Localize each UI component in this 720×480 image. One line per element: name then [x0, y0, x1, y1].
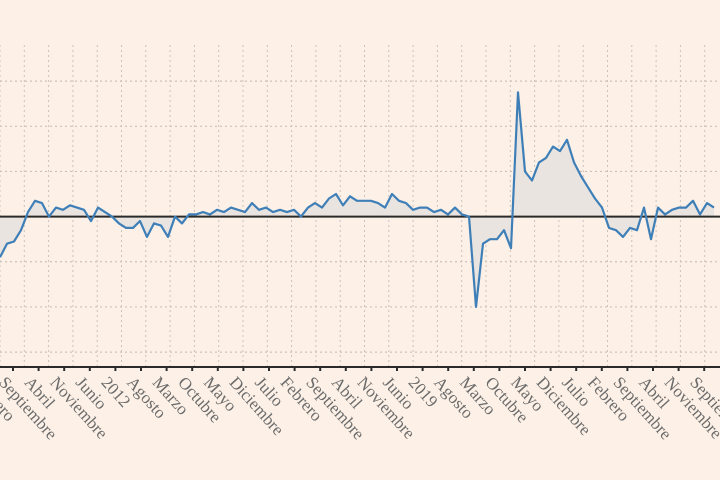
- series-line: [0, 91, 715, 308]
- area-fill: [0, 92, 714, 307]
